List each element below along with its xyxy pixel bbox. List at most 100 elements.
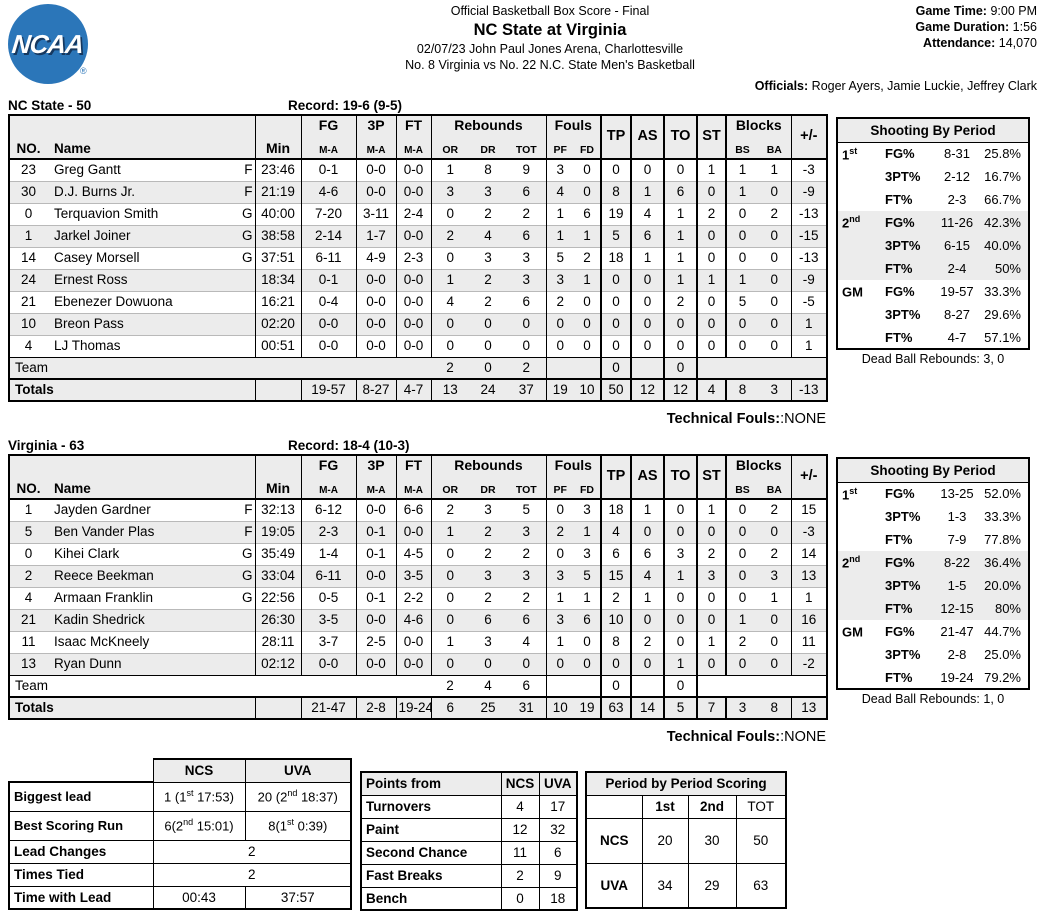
cell-period: [837, 574, 885, 597]
cell-pos: G: [239, 246, 256, 269]
cell-made-attempted: 19-57: [940, 284, 974, 299]
cell-percentage: 79.2%: [984, 669, 1021, 685]
points-from-row: Paint 12 32: [360, 817, 578, 842]
cell-fd: 0: [574, 158, 602, 181]
col-ft-ma: M-A: [396, 135, 432, 160]
cell-pm: 14: [790, 542, 828, 565]
cell-to: 0: [664, 356, 699, 379]
cell-bs: 1: [726, 268, 759, 291]
cell-or: 0: [431, 542, 470, 565]
cell-tot: 63: [735, 862, 787, 909]
player-row: 14 Casey Morsell G 37:51 6-11 4-9 2-3 0 3 3 5 2 18 1 1…: [9, 246, 828, 269]
cell-stat: FT%: [885, 192, 913, 207]
cell-stat: 3PT%: [885, 169, 921, 184]
col-3p: 3P: [356, 455, 397, 475]
cell-period: [837, 505, 885, 528]
cell-fg: 3-7: [301, 630, 357, 653]
cell-pf: 3: [545, 158, 575, 181]
cell-p3: 0-0: [356, 180, 397, 203]
cell-blank: [254, 378, 302, 401]
cell-stat: FG%: [885, 284, 915, 299]
cell-st: 0: [697, 180, 728, 203]
lead-summary-table: NCS UVA Biggest lead 1 (1st 17:53) 20 (2…: [8, 758, 352, 910]
cell-stat: FG%: [885, 551, 933, 574]
cell-pm: -3: [790, 158, 828, 181]
cell-ft: 0-0: [396, 224, 432, 247]
cell-or: 2: [431, 674, 470, 697]
cell-period: 1st: [842, 145, 858, 162]
player-row: 13 Ryan Dunn 02:12 0-0 0-0 0-0 0 0 0 0 0 0 0 1 0 0 0 -2: [9, 652, 828, 675]
cell-stat: FT%: [885, 329, 913, 345]
cell-tp: 2: [600, 586, 633, 609]
shooting-title: Shooting By Period: [837, 118, 1029, 143]
cell-name: Armaan Franklin: [47, 586, 239, 609]
times-tied-row: Times Tied 2: [8, 862, 352, 887]
cell-tp: 0: [600, 158, 633, 181]
cell-to: 0: [664, 312, 699, 335]
shooting-row: 1st FG% 13-25 52.0%: [837, 482, 1029, 505]
cell-bs: 3: [726, 696, 759, 719]
cell-p3: 0-0: [356, 268, 397, 291]
cell-no: 1: [9, 224, 47, 247]
cell-st: 7: [697, 696, 728, 719]
cell-min: 02:12: [254, 652, 302, 675]
shooting-row: 3PT% 2-8 25.0%: [837, 643, 1029, 666]
col-ba: BA: [758, 135, 792, 160]
cell-ncs: 11: [500, 840, 540, 865]
cell-bs: 0: [726, 520, 759, 543]
shooting-row: FT% 12-15 80%: [837, 597, 1029, 620]
col-pf: PF: [545, 135, 575, 160]
cell-name: Ryan Dunn: [47, 652, 239, 675]
shooting-row: FT% 4-7 57.1%: [837, 326, 1029, 349]
col-name: Name: [47, 135, 256, 160]
cell-pf: 2: [545, 290, 575, 313]
cell-as: 0: [631, 158, 666, 181]
cell-percentage: 16.7%: [984, 169, 1021, 184]
cell-ft: 0-0: [396, 158, 432, 181]
player-row: 1 Jarkel Joiner G 38:58 2-14 1-7 0-0 2 4 6 1 1 5 6 1 0 0…: [9, 224, 828, 247]
cell-ft: 4-7: [396, 378, 432, 401]
col-or: OR: [431, 475, 470, 500]
cell-tp: 19: [600, 202, 633, 225]
shooting-row: 3PT% 6-15 40.0%: [837, 234, 1029, 257]
cell-tp: 0: [600, 268, 633, 291]
points-from-row: Bench 0 18: [360, 886, 578, 911]
cell-tot: 6: [507, 674, 547, 697]
shooting-row: FT% 19-24 79.2%: [837, 666, 1029, 689]
cell-blank: [545, 356, 602, 379]
shooting-row: 3PT% 2-12 16.7%: [837, 165, 1029, 188]
cell-to: 1: [664, 202, 699, 225]
cell-or: 0: [431, 608, 470, 631]
cell-pf: 0: [545, 542, 575, 565]
header-blank: [254, 115, 302, 135]
cell-name: Jayden Gardner: [47, 498, 239, 521]
cell-tot: 3: [507, 564, 547, 587]
ncs-value: 00:43: [152, 885, 246, 910]
col-rebounds: Rebounds: [431, 455, 547, 475]
cell-tot: 2: [507, 542, 547, 565]
cell-min: 33:04: [254, 564, 302, 587]
player-row: 10 Breon Pass 02:20 0-0 0-0 0-0 0 0 0 0 0 0 0 0 0 0 0 1: [9, 312, 828, 335]
cell-st: 2: [697, 202, 728, 225]
cell-pf: 0: [545, 498, 575, 521]
cell-dr: 2: [469, 586, 508, 609]
cell-pm: 1: [790, 586, 828, 609]
cell-st: 0: [697, 520, 728, 543]
points-from-row: Fast Breaks 2 9: [360, 863, 578, 888]
cell-bs: 1: [726, 180, 759, 203]
cell-name: Ernest Ross: [47, 268, 239, 291]
cell-period: GM: [842, 284, 863, 300]
period-scoring-table: Period by Period Scoring 1st 2nd TOT NCS…: [585, 771, 788, 909]
cell-p1: 34: [641, 862, 689, 909]
cell-ft: 2-2: [396, 586, 432, 609]
cell-bs: 0: [726, 652, 759, 675]
col-pf: PF: [545, 475, 575, 500]
cell-fd: 6: [574, 608, 602, 631]
col-fg: FG: [301, 115, 357, 135]
cell-ft: 2-4: [396, 202, 432, 225]
cell-ba: 0: [758, 290, 792, 313]
col-uva: UVA: [538, 771, 578, 796]
col-tot: TOT: [507, 475, 547, 500]
biggest-lead-row: Biggest lead 1 (1st 17:53) 20 (2nd 18:37…: [8, 781, 352, 812]
cell-tp: 10: [600, 608, 633, 631]
